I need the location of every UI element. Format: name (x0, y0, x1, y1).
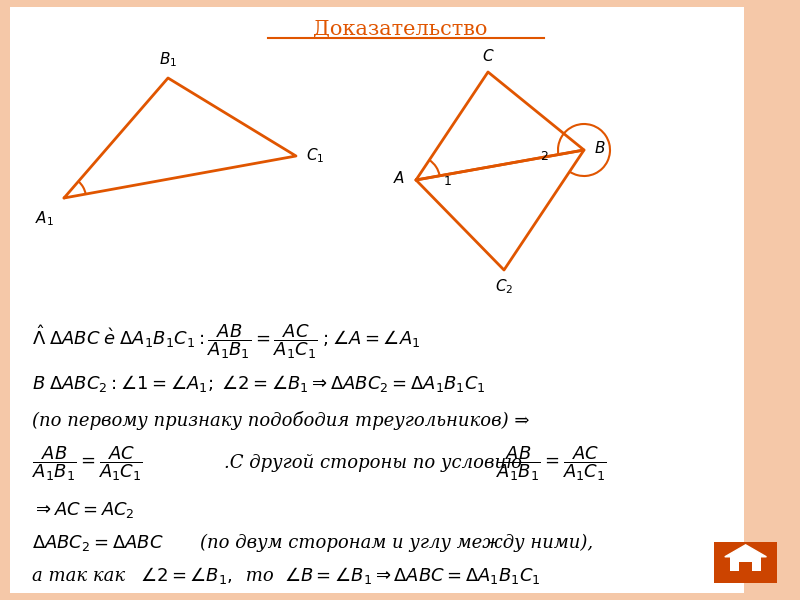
Polygon shape (725, 545, 766, 557)
Bar (744, 0, 800, 600)
Text: $\dfrac{AB}{A_1B_1}=\dfrac{AC}{A_1C_1}$: $\dfrac{AB}{A_1B_1}=\dfrac{AC}{A_1C_1}$ (496, 444, 607, 482)
Text: .С другой стороны по условию: .С другой стороны по условию (224, 454, 522, 472)
Bar (730, 556, 761, 571)
Text: $C$: $C$ (482, 48, 494, 64)
Text: $A_1$: $A_1$ (35, 209, 54, 227)
Bar (714, 542, 777, 583)
Bar (0, 593, 800, 600)
Text: а так как: а так как (32, 567, 131, 585)
Text: 1: 1 (444, 175, 452, 188)
Bar (739, 562, 752, 571)
Text: $B$: $B$ (594, 140, 606, 156)
Text: (по двум сторонам и углу между ними),: (по двум сторонам и углу между ними), (200, 534, 593, 552)
Text: $\Delta ABC_2=\Delta ABC$: $\Delta ABC_2=\Delta ABC$ (32, 533, 164, 553)
Bar (0, 0, 10, 600)
Text: $C_1$: $C_1$ (306, 146, 325, 166)
Text: $\Rightarrow AC=AC_2$: $\Rightarrow AC=AC_2$ (32, 500, 134, 520)
Bar (0, 0, 800, 7)
Text: $A$: $A$ (394, 170, 406, 186)
Text: 2: 2 (540, 149, 548, 163)
Text: $\angle 2=\angle B_1,$: $\angle 2=\angle B_1,$ (140, 565, 233, 587)
Text: Доказательство: Доказательство (313, 20, 487, 40)
Text: $B_1$: $B_1$ (159, 50, 177, 69)
Text: $\hat{\Lambda}\;\Delta ABC\;\grave{e}\;\Delta A_1B_1C_1:\dfrac{AB}{A_1B_1}=\dfra: $\hat{\Lambda}\;\Delta ABC\;\grave{e}\;\… (32, 323, 420, 361)
Text: то: то (240, 567, 274, 585)
Text: $B\;\Delta ABC_2:\angle 1=\angle A_1;\;\angle 2=\angle B_1\Rightarrow\Delta ABC_: $B\;\Delta ABC_2:\angle 1=\angle A_1;\;\… (32, 373, 486, 395)
Text: $C_2$: $C_2$ (495, 278, 513, 296)
Text: $\angle B=\angle B_1\Rightarrow\Delta ABC=\Delta A_1B_1C_1$: $\angle B=\angle B_1\Rightarrow\Delta AB… (284, 565, 541, 587)
Text: (по первому признаку подободия треугольников) ⇒: (по первому признаку подободия треугольн… (32, 410, 530, 430)
Text: $\dfrac{AB}{A_1B_1}=\dfrac{AC}{A_1C_1}$: $\dfrac{AB}{A_1B_1}=\dfrac{AC}{A_1C_1}$ (32, 444, 143, 482)
